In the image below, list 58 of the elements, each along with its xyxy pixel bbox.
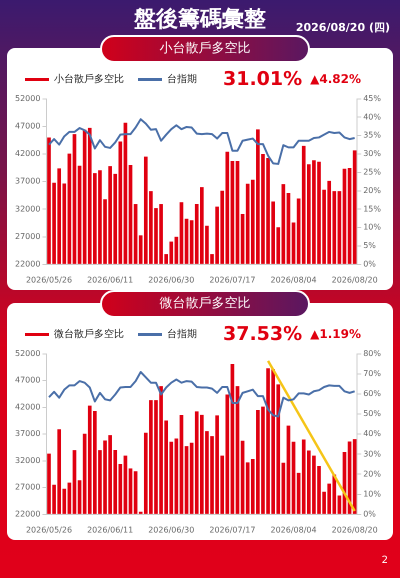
chart-title: 盤後籌碼彙整 [134, 7, 266, 32]
legend-label: 小台散戶多空比 [54, 72, 124, 86]
y2-tick-label: 30% [363, 149, 382, 158]
legend-label: 台指期 [167, 72, 197, 86]
y2-tick-label: 40% [363, 429, 382, 438]
y-tick-label: 22000 [14, 509, 40, 518]
y-tick-label: 52000 [14, 348, 40, 358]
y2-tick-label: 70% [363, 368, 382, 378]
y2-tick-label: 20% [363, 186, 382, 195]
x-tick-label: 2026/08/20 [332, 525, 378, 534]
y-tick-label: 47000 [14, 376, 40, 385]
x-tick-label: 2026/08/04 [270, 525, 317, 534]
y2-tick-label: 35% [363, 130, 382, 140]
chart-subtitle: 小台散戶多空比 [100, 35, 310, 63]
text: 31.01% [223, 68, 302, 90]
legend-label: 微台散戶多空比 [54, 328, 124, 341]
y2-tick-label: 0% [363, 509, 376, 518]
text: ▲1.19% [310, 327, 361, 341]
y2-tick-label: 20% [363, 469, 382, 478]
x-tick-label: 2026/08/20 [332, 275, 378, 284]
x-tick-label: 2026/06/11 [87, 275, 134, 284]
chart-subtitle: 微台散戶多空比 [100, 290, 310, 318]
y-tick-label: 37000 [14, 429, 40, 438]
y-tick-label: 22000 [14, 259, 40, 268]
y2-tick-label: 15% [363, 204, 382, 214]
y2-tick-label: 10% [363, 489, 382, 498]
x-tick-label: 2026/06/30 [148, 275, 194, 284]
text: 2026/08/20 (四) [296, 20, 390, 35]
y-tick-label: 42000 [14, 402, 40, 412]
y2-tick-label: 40% [363, 112, 382, 122]
y-tick-label: 32000 [14, 456, 40, 465]
x-tick-label: 2026/06/11 [87, 525, 134, 534]
text: ▲4.82% [310, 72, 361, 86]
y-tick-label: 37000 [14, 176, 40, 186]
y2-tick-label: 50% [363, 409, 382, 418]
y-tick-label: 52000 [14, 94, 40, 103]
x-tick-label: 2026/07/17 [209, 275, 256, 284]
y2-tick-label: 45% [363, 94, 382, 103]
y2-tick-label: 25% [363, 167, 382, 176]
x-tick-label: 2026/05/26 [26, 525, 72, 534]
text: 2 [382, 555, 388, 566]
y-tick-label: 27000 [14, 232, 40, 241]
y-tick-label: 47000 [14, 121, 40, 130]
x-tick-label: 2026/08/04 [270, 275, 317, 284]
y-tick-label: 32000 [14, 204, 40, 214]
y-tick-label: 27000 [14, 482, 40, 492]
y2-tick-label: 80% [363, 348, 382, 358]
x-tick-label: 2026/07/17 [209, 525, 256, 534]
text: 37.53% [223, 323, 302, 345]
y2-tick-label: 30% [363, 449, 382, 458]
y2-tick-label: 5% [363, 241, 376, 250]
y-tick-label: 42000 [14, 149, 40, 158]
x-tick-label: 2026/06/30 [148, 525, 194, 534]
y2-tick-label: 0% [363, 259, 376, 268]
x-tick-label: 2026/05/26 [26, 275, 72, 284]
y2-tick-label: 10% [363, 222, 382, 232]
legend-label: 台指期 [167, 328, 197, 341]
y2-tick-label: 60% [363, 389, 382, 398]
